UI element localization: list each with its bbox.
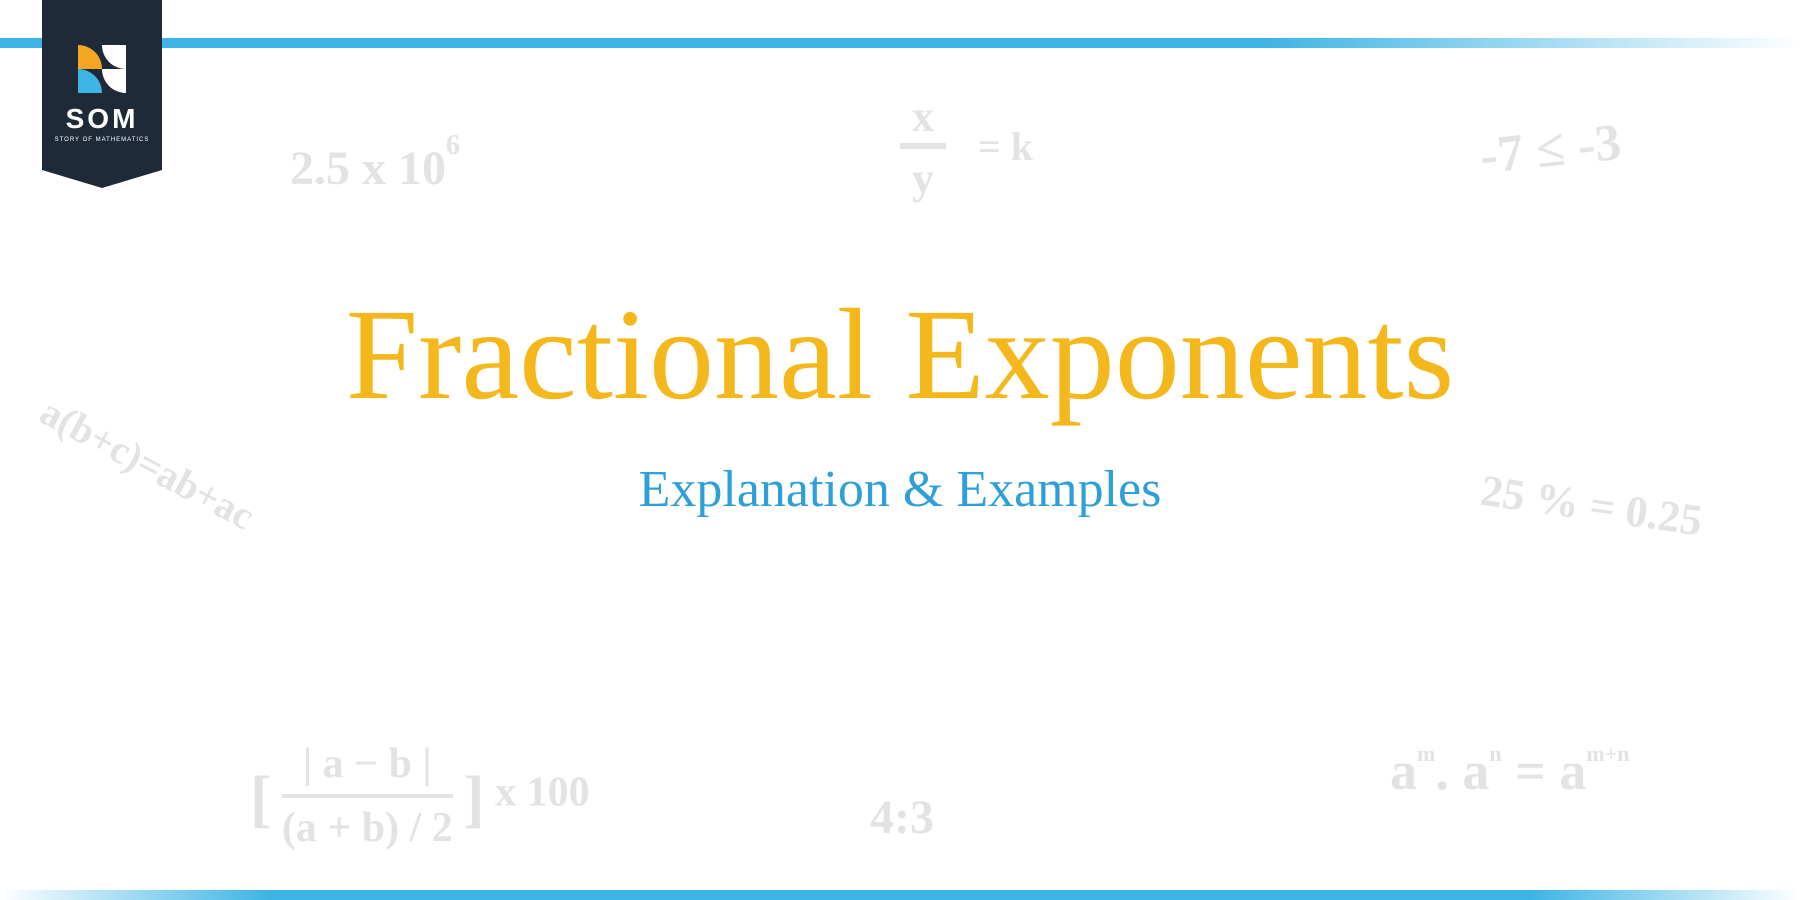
logo-subtext: STORY OF MATHEMATICS [55, 137, 150, 143]
bg-eq-abs-suffix: x 100 [495, 770, 590, 816]
bg-eq-exp: 6 [446, 130, 460, 161]
bg-eq-abs-top: | a − b | [282, 740, 453, 798]
bg-equation-inequality: -7 ≤ -3 [1477, 113, 1624, 186]
bg-equation-power: am. an = am+n [1390, 740, 1629, 802]
bg-eq-abs-bottom: (a + b) / 2 [282, 798, 453, 852]
bg-eq-den: y [900, 149, 946, 204]
page-title: Fractional Exponents [0, 280, 1800, 430]
bg-eq-rhs: = k [978, 123, 1033, 170]
bg-equation-absolute: [ | a − b | (a + b) / 2 ] x 100 [250, 740, 590, 852]
logo-text: SOM [66, 103, 139, 135]
bg-eq-num: x [900, 95, 946, 149]
logo-badge: SOM STORY OF MATHEMATICS [42, 0, 162, 170]
bg-eq-text: 2.5 x 10 [290, 142, 446, 195]
bg-equation-scientific: 2.5 x 106 [290, 130, 460, 196]
bottom-accent-bar [0, 890, 1800, 900]
logo-mark [78, 45, 126, 93]
bg-equation-ratio: 4:3 [870, 790, 934, 845]
bg-equation-fraction: x y = k [900, 95, 946, 204]
top-accent-bar [0, 38, 1800, 48]
